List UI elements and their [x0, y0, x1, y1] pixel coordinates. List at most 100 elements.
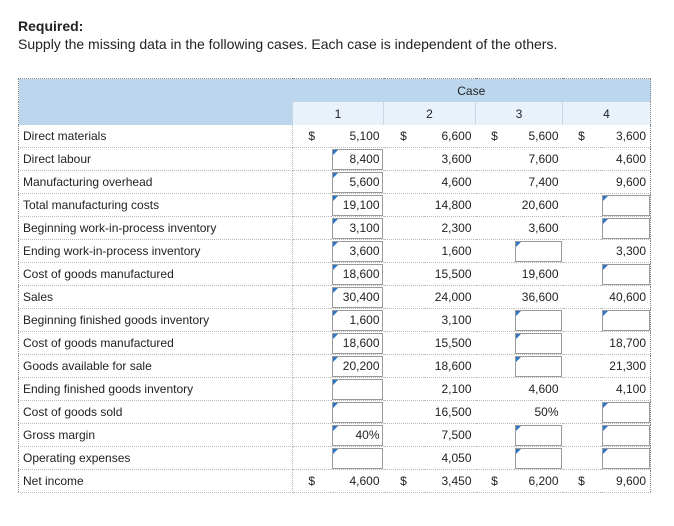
- input-cell[interactable]: 30,400: [330, 285, 384, 309]
- value-cell: 19,600: [513, 262, 563, 286]
- currency-sign: [562, 285, 601, 309]
- currency-sign: [475, 423, 514, 447]
- row-label: Beginning finished goods inventory: [18, 308, 293, 332]
- currency-sign: [562, 239, 601, 263]
- input-cell[interactable]: [330, 446, 384, 470]
- instruction: Supply the missing data in the following…: [18, 36, 558, 52]
- currency-sign: [383, 285, 424, 309]
- data-row: Ending finished goods inventory 2,100 4,60…: [18, 377, 651, 401]
- value-cell: 3,300: [600, 239, 651, 263]
- currency-sign: [292, 262, 331, 286]
- value-cell: 2,300: [423, 216, 476, 240]
- input-cell[interactable]: 40%: [330, 423, 384, 447]
- input-cell[interactable]: 1,600: [330, 308, 384, 332]
- row-label: Sales: [18, 285, 293, 309]
- input-cell[interactable]: 5,600: [330, 170, 384, 194]
- currency-sign: [383, 216, 424, 240]
- input-cell[interactable]: [600, 308, 651, 332]
- value-cell: 6,200: [513, 469, 563, 493]
- currency-sign: [383, 147, 424, 171]
- currency-sign: $: [562, 469, 601, 493]
- input-cell[interactable]: 19,100: [330, 193, 384, 217]
- data-row: Total manufacturing costs 19,100 14,800 20,…: [18, 193, 651, 217]
- value-cell: 18,700: [600, 331, 651, 355]
- currency-sign: [383, 262, 424, 286]
- value-cell: 4,600: [330, 469, 384, 493]
- currency-sign: [475, 285, 514, 309]
- input-cell[interactable]: 3,600: [330, 239, 384, 263]
- currency-sign: [562, 377, 601, 401]
- input-cell[interactable]: [513, 331, 563, 355]
- value-cell: 15,500: [423, 262, 476, 286]
- currency-sign: [292, 193, 331, 217]
- currency-sign: [475, 147, 514, 171]
- input-cell[interactable]: [330, 377, 384, 401]
- input-cell[interactable]: [600, 446, 651, 470]
- input-cell[interactable]: [513, 239, 563, 263]
- value-cell: 1,600: [423, 239, 476, 263]
- currency-sign: [383, 377, 424, 401]
- value-cell: 3,450: [423, 469, 476, 493]
- data-row: Beginning finished goods inventory 1,600 3…: [18, 308, 651, 332]
- data-row: Manufacturing overhead 5,600 4,600 7,400 9,6…: [18, 170, 651, 194]
- currency-sign: $: [475, 125, 514, 148]
- input-cell[interactable]: [600, 193, 651, 217]
- currency-sign: [292, 216, 331, 240]
- currency-sign: [562, 262, 601, 286]
- data-row: Goods available for sale 20,200 18,600 21,3…: [18, 354, 651, 378]
- currency-sign: [383, 308, 424, 332]
- value-cell: 6,600: [423, 125, 476, 148]
- currency-sign: [562, 216, 601, 240]
- input-cell[interactable]: [600, 400, 651, 424]
- value-cell: 7,600: [513, 147, 563, 171]
- cases-table: Case 1 2 3 4 Direct materials $5,100 $6,600 $5,6…: [18, 78, 651, 493]
- input-cell[interactable]: 20,200: [330, 354, 384, 378]
- currency-sign: [562, 331, 601, 355]
- input-cell[interactable]: [600, 423, 651, 447]
- input-cell[interactable]: [513, 308, 563, 332]
- input-cell[interactable]: [513, 354, 563, 378]
- currency-sign: [292, 308, 331, 332]
- input-cell[interactable]: 18,600: [330, 262, 384, 286]
- value-cell: 2,100: [423, 377, 476, 401]
- row-label: Cost of goods sold: [18, 400, 293, 424]
- input-cell[interactable]: [600, 216, 651, 240]
- input-cell[interactable]: [513, 446, 563, 470]
- data-row: Direct labour 8,400 3,600 7,600 4,600: [18, 147, 651, 171]
- value-cell: 14,800: [423, 193, 476, 217]
- currency-sign: [475, 170, 514, 194]
- currency-sign: $: [292, 469, 331, 493]
- row-label: Total manufacturing costs: [18, 193, 293, 217]
- value-cell: 3,600: [513, 216, 563, 240]
- case-number: 1: [292, 102, 384, 125]
- case-number: 2: [383, 102, 476, 125]
- input-cell[interactable]: [600, 262, 651, 286]
- input-cell[interactable]: 3,100: [330, 216, 384, 240]
- currency-sign: $: [292, 125, 331, 148]
- input-cell[interactable]: [330, 400, 384, 424]
- currency-sign: [383, 239, 424, 263]
- value-cell: 3,600: [423, 147, 476, 171]
- currency-sign: [292, 239, 331, 263]
- value-cell: 9,600: [600, 170, 651, 194]
- value-cell: 36,600: [513, 285, 563, 309]
- value-cell: 40,600: [600, 285, 651, 309]
- currency-sign: [383, 331, 424, 355]
- currency-sign: [292, 423, 331, 447]
- currency-sign: [383, 423, 424, 447]
- currency-sign: $: [383, 125, 424, 148]
- value-cell: 9,600: [600, 469, 651, 493]
- input-cell[interactable]: [513, 423, 563, 447]
- currency-sign: [383, 400, 424, 424]
- value-cell: 3,100: [423, 308, 476, 332]
- input-cell[interactable]: 18,600: [330, 331, 384, 355]
- currency-sign: [475, 308, 514, 332]
- value-cell: 4,600: [513, 377, 563, 401]
- value-cell: 50%: [513, 400, 563, 424]
- currency-sign: $: [562, 125, 601, 148]
- input-cell[interactable]: 8,400: [330, 147, 384, 171]
- currency-sign: [562, 170, 601, 194]
- row-label: Direct materials: [18, 125, 293, 148]
- data-row: Cost of goods sold 16,500 50%: [18, 400, 651, 424]
- value-cell: 21,300: [600, 354, 651, 378]
